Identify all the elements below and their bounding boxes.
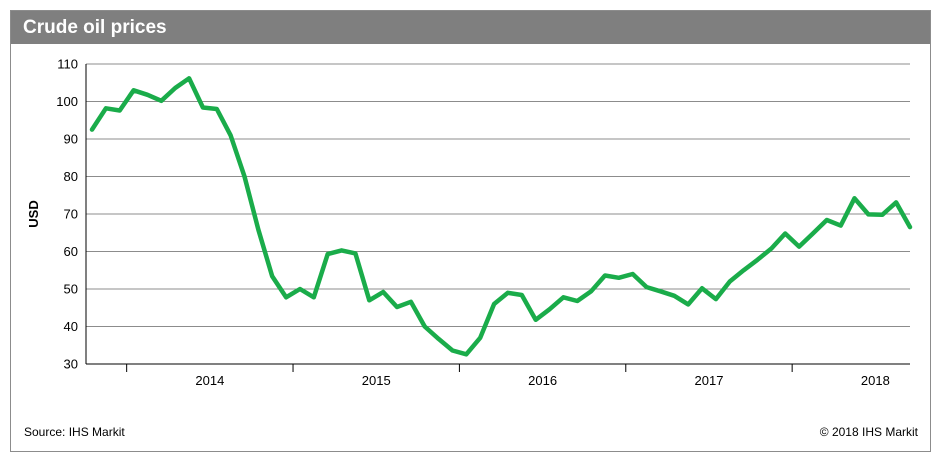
y-tick-label: 50 <box>64 282 78 297</box>
y-tick-label: 70 <box>64 207 78 222</box>
source-note: Source: IHS Markit <box>24 425 125 439</box>
chart-frame: Crude oil prices Source: IHS Markit © 20… <box>10 10 931 452</box>
x-tick-label: 2018 <box>861 373 890 388</box>
y-tick-label: 100 <box>56 94 78 109</box>
y-axis-ticks: 30 40 50 60 70 80 90 100 110 <box>56 57 78 372</box>
chart-title: Crude oil prices <box>23 17 167 38</box>
x-axis: 2014 2015 2016 2017 2018 <box>126 364 890 388</box>
y-tick-label: 30 <box>64 357 78 372</box>
series-line <box>89 76 913 357</box>
x-tick-label: 2015 <box>362 373 391 388</box>
y-tick-label: 60 <box>64 244 78 259</box>
copyright-note: © 2018 IHS Markit <box>819 425 918 439</box>
x-tick-label: 2014 <box>195 373 224 388</box>
chart-header: Crude oil prices <box>11 11 930 44</box>
series-group <box>89 76 913 357</box>
grid-lines <box>85 63 910 365</box>
y-axis-label: USD <box>26 200 41 227</box>
x-tick-label: 2016 <box>528 373 557 388</box>
y-tick-label: 90 <box>64 132 78 147</box>
y-tick-label: 40 <box>64 319 78 334</box>
y-tick-label: 80 <box>64 169 78 184</box>
x-tick-label: 2017 <box>695 373 724 388</box>
y-tick-label: 110 <box>57 57 78 72</box>
